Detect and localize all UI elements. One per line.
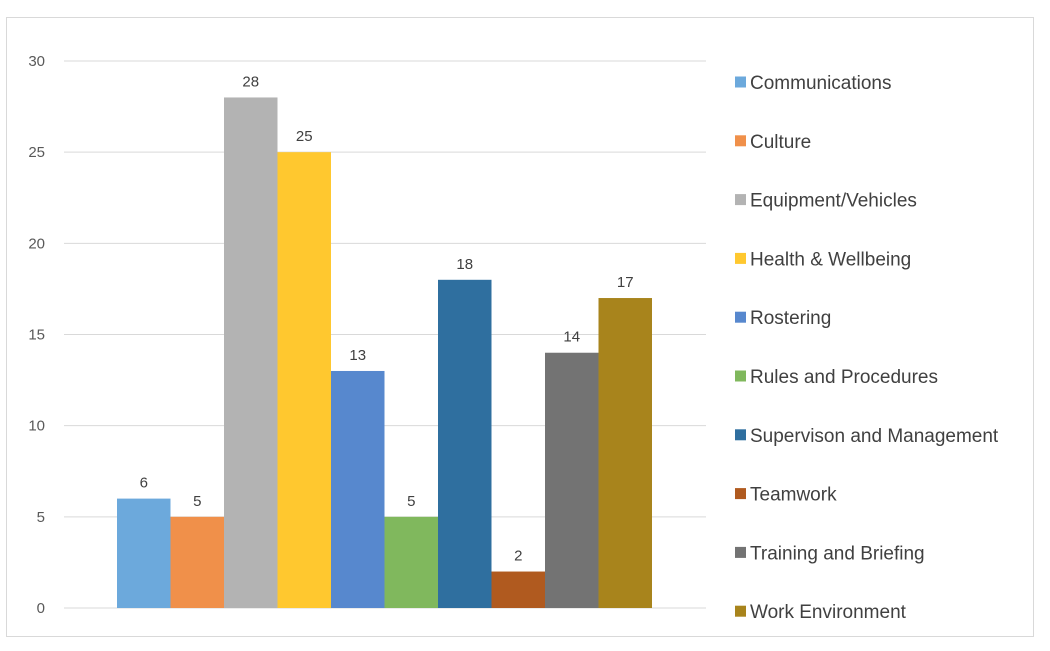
legend-label: Culture [750, 132, 811, 153]
legend-item: Rules and Procedures [735, 367, 938, 388]
y-tick-label: 5 [37, 509, 45, 526]
data-label: 25 [296, 128, 313, 145]
bar-rostering [331, 370, 385, 608]
legend-item: Work Environment [735, 602, 907, 623]
legend-label: Supervison and Management [750, 426, 999, 447]
data-label: 18 [456, 256, 473, 273]
legend-label: Equipment/Vehicles [750, 191, 917, 212]
legend-label: Rules and Procedures [750, 367, 938, 388]
legend-item: Culture [735, 132, 811, 153]
y-tick-label: 0 [37, 600, 45, 617]
data-label: 17 [617, 274, 634, 291]
legend-item: Supervison and Management [735, 426, 999, 447]
legend-label: Health & Wellbeing [750, 249, 911, 270]
data-label: 5 [193, 493, 201, 510]
legend-item: Training and Briefing [735, 543, 925, 564]
data-label: 5 [407, 493, 415, 510]
legend-swatch [735, 311, 746, 323]
y-tick-label: 15 [28, 327, 45, 344]
legend-swatch [735, 194, 746, 206]
legend-label: Training and Briefing [750, 543, 925, 564]
bars [117, 97, 652, 608]
bar-work-environment [598, 298, 652, 608]
bar-supervison-and-management [438, 279, 492, 608]
legend-swatch [735, 546, 746, 558]
legend-swatch [735, 252, 746, 264]
data-label: 6 [140, 475, 148, 492]
data-label: 28 [242, 73, 259, 90]
y-tick-label: 30 [28, 53, 45, 70]
legend-swatch [735, 429, 746, 441]
legend-swatch [735, 76, 746, 88]
legend-label: Rostering [750, 308, 831, 329]
legend-item: Communications [735, 73, 892, 94]
y-tick-label: 20 [28, 235, 45, 252]
data-label: 14 [563, 329, 580, 346]
bar-culture [170, 516, 224, 608]
legend-label: Teamwork [750, 485, 837, 506]
bar-rules-and-procedures [384, 516, 438, 608]
y-tick-label: 10 [28, 418, 45, 435]
legend-label: Work Environment [750, 602, 907, 623]
y-axis-ticks: 0 5 10 15 20 25 30 [28, 53, 45, 617]
bar-equipment-vehicles [224, 97, 278, 608]
bar-teamwork [491, 571, 545, 608]
legend-swatch [735, 488, 746, 500]
legend-swatch [735, 370, 746, 382]
data-label: 2 [514, 548, 522, 565]
bar-communications [117, 498, 171, 608]
legend-item: Rostering [735, 308, 831, 329]
legend-label: Communications [750, 73, 892, 94]
data-label: 13 [349, 347, 366, 364]
legend-item: Equipment/Vehicles [735, 191, 917, 212]
bar-health-wellbeing [277, 152, 331, 608]
y-tick-label: 25 [28, 144, 45, 161]
bar-training-and-briefing [545, 352, 599, 608]
legend: Communications Culture Equipment/Vehicles H… [735, 73, 999, 623]
legend-swatch [735, 135, 746, 147]
legend-item: Health & Wellbeing [735, 249, 911, 270]
legend-item: Teamwork [735, 485, 837, 506]
data-labels: 6 5 28 25 13 5 18 2 14 17 [140, 73, 634, 564]
legend-swatch [735, 605, 746, 617]
